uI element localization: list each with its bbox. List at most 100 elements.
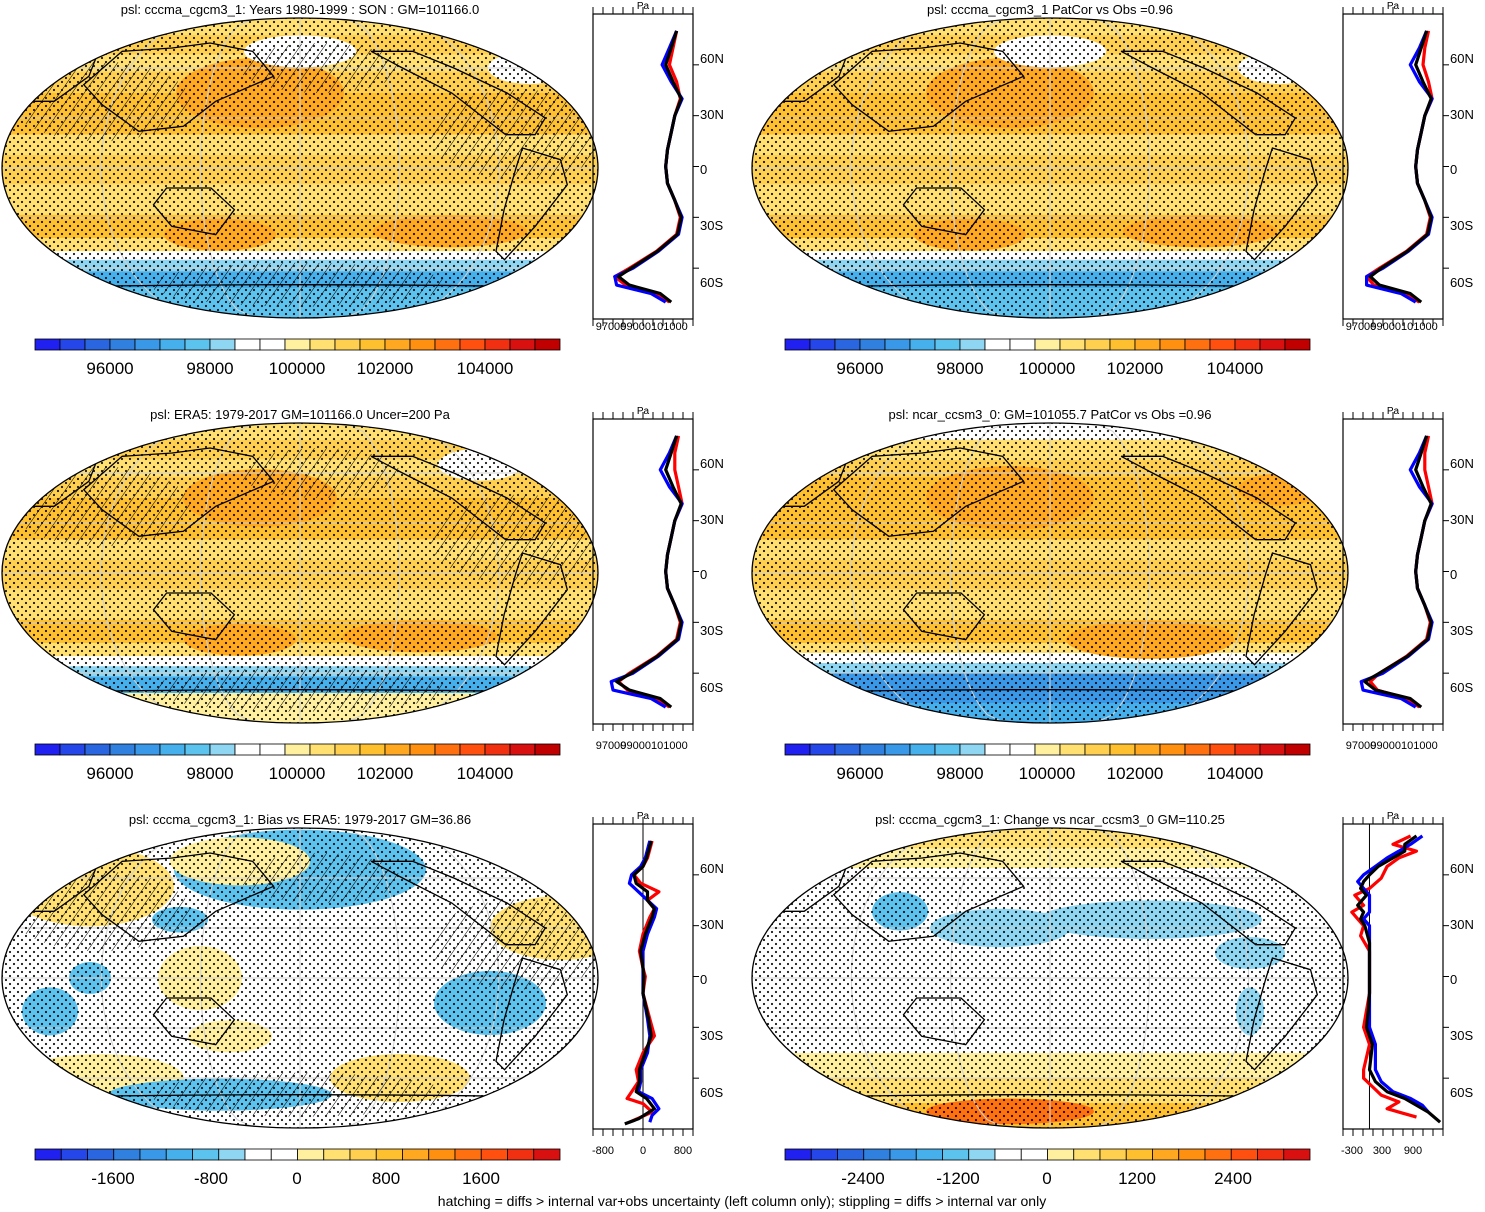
hatching	[430, 494, 598, 585]
colorbar-swatch	[209, 338, 236, 351]
hatching	[10, 871, 190, 952]
colorbar-swatch	[375, 1148, 403, 1161]
profile-ytick-label: 30S	[1450, 1028, 1473, 1043]
profile-xtick-label: 99000	[1370, 321, 1401, 333]
profile-ytick-label: 30S	[700, 218, 723, 233]
colorbar-swatch	[784, 743, 811, 756]
colorbar-swatch	[34, 743, 61, 756]
panel-p5: psl: cccma_cgcm3_1: Bias vs ERA5: 1979-2…	[1, 811, 724, 1188]
hatching	[150, 262, 450, 307]
hatching	[240, 43, 400, 93]
profile-xtick-label: 97000	[596, 740, 627, 752]
profile-series-obs2	[616, 30, 683, 304]
colorbar-swatch	[87, 1148, 115, 1161]
colorbar-swatch	[139, 1148, 167, 1161]
profile-xtick-label: 97000	[1346, 321, 1377, 333]
colorbar-swatch	[884, 743, 911, 756]
colorbar-swatch	[134, 743, 161, 756]
colorbar-swatch	[859, 338, 886, 351]
colorbar-swatch	[234, 743, 261, 756]
colorbar-tick-label: 104000	[1207, 764, 1264, 783]
colorbar-swatch	[1084, 338, 1111, 351]
colorbar-swatch	[309, 743, 336, 756]
colorbar-swatch	[109, 743, 136, 756]
profile-unit: Pa	[1387, 1, 1400, 12]
colorbar-tick-label: 98000	[936, 359, 983, 378]
colorbar-swatch	[934, 743, 961, 756]
profile-ytick-label: 60N	[700, 861, 724, 876]
colorbar-swatch	[1034, 338, 1061, 351]
panel-title: psl: ERA5: 1979-2017 GM=101166.0 Uncer=2…	[150, 407, 450, 422]
profile-xtick-label: 97000	[1346, 740, 1377, 752]
hatching	[240, 853, 400, 903]
colorbar-swatch	[1234, 338, 1261, 351]
map-border	[751, 17, 1349, 319]
profile-ytick-label: 30S	[1450, 623, 1473, 638]
colorbar	[784, 338, 1311, 351]
colorbar-swatch	[84, 743, 111, 756]
colorbar-swatch	[244, 1148, 272, 1161]
hatching	[150, 667, 450, 712]
profile-series-obs2	[1363, 435, 1433, 709]
colorbar-swatch	[409, 743, 436, 756]
colorbar-swatch	[809, 743, 836, 756]
colorbar-swatch	[165, 1148, 193, 1161]
colorbar-swatch	[859, 743, 886, 756]
profile-ytick-label: 60N	[1450, 51, 1474, 66]
colorbar-swatch	[59, 338, 86, 351]
map	[1, 17, 599, 319]
colorbar-tick-label: 96000	[86, 359, 133, 378]
colorbar-swatch	[1159, 743, 1186, 756]
colorbar-swatch	[459, 338, 486, 351]
stippling	[752, 423, 1348, 723]
colorbar-swatch	[259, 743, 286, 756]
panel-title: psl: cccma_cgcm3_1: Years 1980-1999 : SO…	[121, 2, 480, 17]
colorbar-swatch	[1283, 1148, 1311, 1161]
profile-xtick-label: 300	[1373, 1145, 1391, 1157]
colorbar-swatch	[1059, 743, 1086, 756]
profile-ytick-label: 60N	[1450, 861, 1474, 876]
colorbar-swatch	[84, 338, 111, 351]
hatching	[430, 899, 598, 990]
colorbar-tick-label: 96000	[836, 764, 883, 783]
map-fill	[2, 423, 598, 723]
colorbar-swatch	[297, 1148, 325, 1161]
colorbar-swatch	[192, 1148, 220, 1161]
colorbar-swatch	[309, 338, 336, 351]
colorbar-swatch	[270, 1148, 298, 1161]
colorbar-tick-label: 102000	[1107, 359, 1164, 378]
profile-xtick-label: -300	[1341, 1145, 1363, 1157]
colorbar-swatch	[1184, 743, 1211, 756]
colorbar-swatch	[884, 338, 911, 351]
profile-series-obs	[1356, 834, 1430, 1114]
colorbar-swatch	[909, 338, 936, 351]
colorbar-swatch	[1109, 743, 1136, 756]
profile-series-model	[613, 30, 682, 304]
colorbar-swatch	[1009, 338, 1036, 351]
colorbar-swatch	[409, 338, 436, 351]
colorbar-tick-label: -800	[194, 1169, 228, 1188]
colorbar-swatch	[1099, 1148, 1127, 1161]
colorbar-swatch	[533, 1148, 561, 1161]
profile-xtick-label: -800	[592, 1145, 614, 1157]
colorbar-swatch	[484, 338, 511, 351]
map-fill	[752, 423, 1348, 723]
colorbar-swatch	[1257, 1148, 1285, 1161]
colorbar	[34, 743, 561, 756]
profile-ytick-label: 30N	[700, 917, 724, 932]
panel-p4: psl: ncar_ccsm3_0: GM=101055.7 PatCor vs…	[751, 406, 1474, 783]
profile-ytick-label: 60S	[1450, 275, 1473, 290]
profile-frame	[1342, 418, 1444, 725]
map	[751, 17, 1349, 319]
map-border	[751, 827, 1349, 1129]
colorbar-swatch	[384, 338, 411, 351]
colorbar-swatch	[1259, 743, 1286, 756]
colorbar-swatch	[459, 743, 486, 756]
profile-ytick-label: 60S	[700, 680, 723, 695]
map-border	[751, 422, 1349, 724]
colorbar-swatch	[1009, 743, 1036, 756]
colorbar-swatch	[259, 338, 286, 351]
colorbar-swatch	[1209, 338, 1236, 351]
colorbar-swatch	[323, 1148, 351, 1161]
